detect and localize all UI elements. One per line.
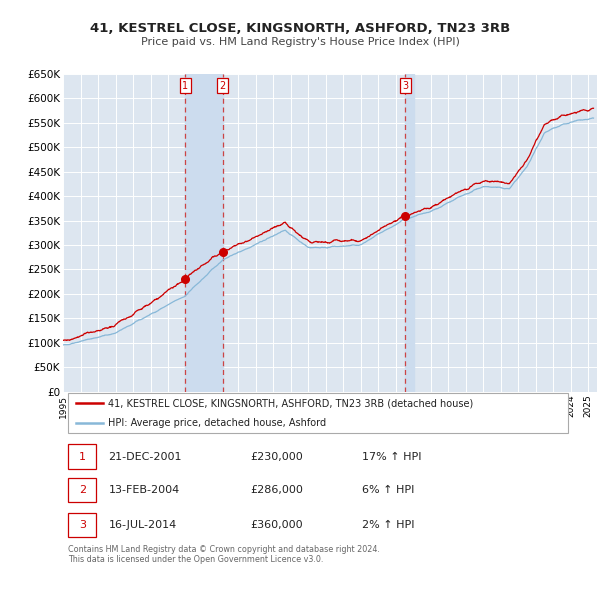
Text: 17% ↑ HPI: 17% ↑ HPI	[362, 451, 422, 461]
Text: £360,000: £360,000	[250, 520, 302, 530]
FancyBboxPatch shape	[68, 394, 568, 433]
Text: Price paid vs. HM Land Registry's House Price Index (HPI): Price paid vs. HM Land Registry's House …	[140, 37, 460, 47]
Bar	[185, 74, 223, 392]
FancyBboxPatch shape	[68, 477, 96, 502]
Text: 2% ↑ HPI: 2% ↑ HPI	[362, 520, 415, 530]
FancyBboxPatch shape	[68, 513, 96, 537]
Text: 41, KESTREL CLOSE, KINGSNORTH, ASHFORD, TN23 3RB (detached house): 41, KESTREL CLOSE, KINGSNORTH, ASHFORD, …	[109, 398, 473, 408]
Text: £230,000: £230,000	[250, 451, 302, 461]
Text: 21-DEC-2001: 21-DEC-2001	[109, 451, 182, 461]
Text: 2: 2	[220, 81, 226, 91]
Text: Contains HM Land Registry data © Crown copyright and database right 2024.
This d: Contains HM Land Registry data © Crown c…	[68, 545, 380, 564]
Bar	[405, 74, 414, 392]
Text: HPI: Average price, detached house, Ashford: HPI: Average price, detached house, Ashf…	[109, 418, 326, 428]
Text: 1: 1	[79, 451, 86, 461]
Text: £286,000: £286,000	[250, 484, 303, 494]
Text: 1: 1	[182, 81, 188, 91]
Text: 3: 3	[402, 81, 408, 91]
FancyBboxPatch shape	[68, 444, 96, 468]
Text: 2: 2	[79, 484, 86, 494]
Text: 3: 3	[79, 520, 86, 530]
Text: 6% ↑ HPI: 6% ↑ HPI	[362, 484, 415, 494]
Text: 41, KESTREL CLOSE, KINGSNORTH, ASHFORD, TN23 3RB: 41, KESTREL CLOSE, KINGSNORTH, ASHFORD, …	[90, 22, 510, 35]
Text: 16-JUL-2014: 16-JUL-2014	[109, 520, 176, 530]
Text: 13-FEB-2004: 13-FEB-2004	[109, 484, 179, 494]
